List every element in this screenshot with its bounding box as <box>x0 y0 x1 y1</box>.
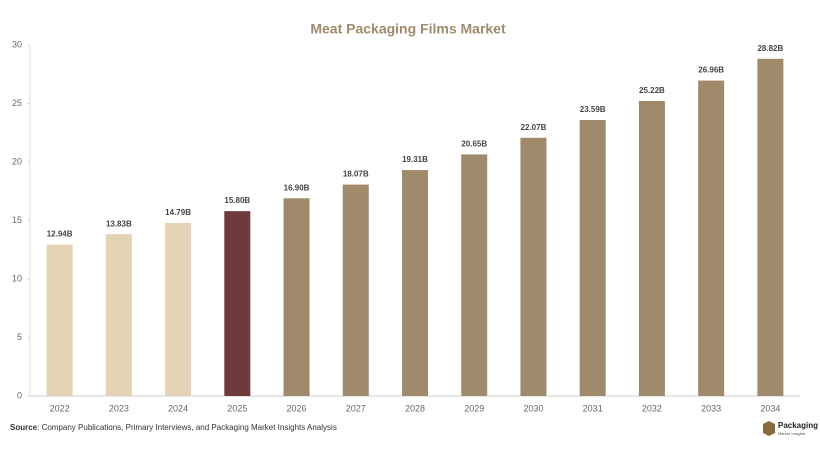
y-tick-label: 10 <box>12 273 22 283</box>
bar <box>342 184 369 396</box>
logo-tagline: Market Insights <box>778 431 805 436</box>
value-label: 16.90B <box>284 183 310 192</box>
bar <box>461 154 488 396</box>
bar <box>520 137 547 396</box>
bar <box>757 58 784 396</box>
value-label: 25.22B <box>639 86 665 95</box>
bar <box>283 198 310 396</box>
value-label: 28.82B <box>757 44 783 53</box>
source-label: Source <box>10 423 38 432</box>
bar <box>698 80 725 397</box>
logo-icon <box>763 421 775 436</box>
x-tick-label: 2022 <box>50 403 70 413</box>
y-tick-label: 15 <box>12 215 22 225</box>
x-tick-label: 2028 <box>405 403 425 413</box>
value-label: 14.79B <box>165 208 191 217</box>
bar <box>46 244 73 396</box>
bar <box>579 119 606 396</box>
y-tick-label: 25 <box>12 98 22 108</box>
logo-name: Packaging <box>778 421 818 430</box>
bar <box>224 211 251 396</box>
bar <box>165 222 192 396</box>
value-label: 20.65B <box>461 140 487 149</box>
value-label: 12.94B <box>47 230 73 239</box>
value-label: 26.96B <box>698 66 724 75</box>
bar <box>402 170 428 396</box>
x-tick-label: 2023 <box>109 403 129 413</box>
x-tick-label: 2031 <box>583 403 603 413</box>
x-tick-label: 2033 <box>701 403 721 413</box>
x-tick-label: 2030 <box>523 403 543 413</box>
value-label: 18.07B <box>343 170 369 179</box>
bar <box>105 234 132 396</box>
source: Source: Company Publications, Primary In… <box>10 423 337 432</box>
y-tick-label: 20 <box>12 156 22 166</box>
x-tick-label: 2029 <box>464 403 484 413</box>
value-label: 13.83B <box>106 219 132 228</box>
x-tick-label: 2032 <box>642 403 662 413</box>
x-tick-label: 2025 <box>227 403 247 413</box>
x-tick-label: 2024 <box>168 403 188 413</box>
y-tick-label: 0 <box>17 390 22 400</box>
x-tick-label: 2034 <box>760 403 780 413</box>
y-tick-label: 30 <box>12 39 22 49</box>
x-tick-label: 2026 <box>287 403 307 413</box>
bar <box>638 100 665 397</box>
value-label: 22.07B <box>521 123 547 132</box>
x-tick-label: 2027 <box>346 403 366 413</box>
value-label: 23.59B <box>580 105 606 114</box>
chart-title: Meat Packaging Films Market <box>310 21 506 37</box>
value-label: 19.31B <box>402 155 428 164</box>
source-text: : Company Publications, Primary Intervie… <box>37 423 337 432</box>
value-label: 15.80B <box>224 196 250 205</box>
y-tick-label: 5 <box>17 332 22 342</box>
